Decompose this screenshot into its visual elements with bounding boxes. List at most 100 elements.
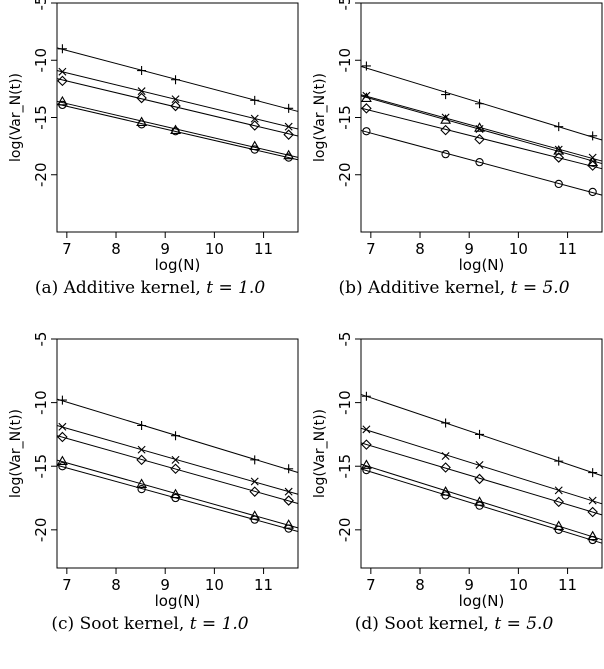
x-tick-label-c-10: 10 xyxy=(205,576,224,594)
series-line-b-plus xyxy=(360,65,603,141)
data-point-b-diamond-0 xyxy=(361,103,372,114)
data-point-c-diamond-2 xyxy=(170,463,181,475)
data-point-b-plus-4 xyxy=(588,131,598,141)
data-point-a-cross-2 xyxy=(171,95,180,104)
data-point-d-cross-1 xyxy=(441,452,450,461)
chart-plot-a: 7 8 9 10 11 -5 -10 -15 -20 log(N) log(Var_N(t)) xyxy=(8,0,299,274)
chart-panel-c: 7 8 9 10 11 -5 -10 -15 -20 log(N) log(Var_N(t)) (c… xyxy=(0,332,300,666)
data-point-a-plus-4 xyxy=(284,103,294,113)
y-axis-label-c: log(Var_N(t)) xyxy=(8,409,24,498)
data-point-d-diamond-4 xyxy=(587,506,598,518)
data-point-a-cross-4 xyxy=(284,122,293,131)
caption-text-b: (b) Additive kernel, xyxy=(338,278,506,298)
data-point-c-plus-2 xyxy=(171,431,181,441)
data-point-a-cross-1 xyxy=(137,87,146,96)
series-line-c-diamond xyxy=(56,435,299,504)
x-tick-label-a-11: 11 xyxy=(254,240,273,258)
y-tick-label-a-5: -5 xyxy=(32,0,50,10)
data-point-d-diamond-1 xyxy=(440,462,451,473)
plot-frame-a xyxy=(56,2,299,233)
caption-text-c: (c) Soot kernel, xyxy=(51,614,185,634)
series-line-b-circle xyxy=(360,129,603,196)
data-point-b-plus-0 xyxy=(361,61,371,71)
data-point-b-circle-3 xyxy=(554,179,563,189)
x-axis-label-a: log(N) xyxy=(155,256,201,274)
data-point-c-diamond-1 xyxy=(136,454,147,466)
caption-math-d: t = 5.0 xyxy=(494,614,554,634)
x-tick-label-a-8: 8 xyxy=(111,240,121,258)
y-tick-label-a-10: -10 xyxy=(32,48,50,73)
series-line-d-triangle xyxy=(360,463,603,541)
x-tick-label-c-9: 9 xyxy=(160,576,170,594)
caption-text-d: (d) Soot kernel, xyxy=(354,614,489,634)
data-point-b-triangle-1 xyxy=(440,114,452,124)
data-point-a-diamond-3 xyxy=(249,120,260,131)
data-point-b-diamond-3 xyxy=(553,152,564,163)
y-tick-label-c-15: -15 xyxy=(32,454,50,479)
chart-plot-c: 7 8 9 10 11 -5 -10 -15 -20 log(N) log(Var_N(t)) xyxy=(8,332,299,610)
data-point-a-cross-0 xyxy=(58,67,67,76)
data-point-c-diamond-3 xyxy=(249,486,260,497)
chart-plot-b: 7 8 9 10 11 -5 -10 -15 -20 log(N) log(Var_N(t)) xyxy=(312,0,603,274)
data-point-a-plus-3 xyxy=(250,95,260,105)
data-point-d-circle-1 xyxy=(441,491,450,500)
x-tick-label-a-10: 10 xyxy=(205,240,224,258)
data-point-a-diamond-4 xyxy=(283,129,294,140)
data-point-b-circle-1 xyxy=(441,149,450,159)
data-point-b-plus-2 xyxy=(475,99,485,109)
data-point-d-circle-3 xyxy=(554,525,563,534)
data-point-b-triangle-3 xyxy=(553,145,565,155)
data-point-a-cross-3 xyxy=(250,114,259,123)
data-point-d-plus-2 xyxy=(475,429,485,439)
data-point-d-circle-4 xyxy=(588,535,597,545)
data-point-d-diamond-3 xyxy=(553,496,564,508)
y-tick-label-d-15: -15 xyxy=(336,454,354,479)
data-point-b-triangle-0 xyxy=(360,92,372,102)
data-point-b-circle-0 xyxy=(362,127,371,136)
y-tick-label-a-15: -15 xyxy=(32,105,50,130)
y-tick-label-d-20: -20 xyxy=(336,518,354,543)
data-point-d-cross-4 xyxy=(588,496,597,505)
data-point-c-circle-0 xyxy=(58,462,67,471)
data-point-a-diamond-0 xyxy=(57,75,68,87)
x-tick-label-c-11: 11 xyxy=(254,576,273,594)
data-point-c-cross-0 xyxy=(58,422,67,431)
y-tick-label-a-20: -20 xyxy=(32,163,50,188)
chart-panel-d: 7 8 9 10 11 -5 -10 -15 -20 log(N) log(Var_N(t)) (d… xyxy=(304,332,604,666)
caption-math-c: t = 1.0 xyxy=(189,614,249,634)
data-point-d-cross-0 xyxy=(362,425,371,434)
data-point-c-circle-4 xyxy=(284,524,293,533)
data-point-a-circle-3 xyxy=(250,145,259,154)
data-point-c-cross-1 xyxy=(137,445,146,454)
y-tick-label-b-15: -15 xyxy=(336,105,354,130)
y-tick-label-b-20: -20 xyxy=(336,163,354,188)
data-point-c-triangle-0 xyxy=(56,455,68,466)
series-line-a-cross xyxy=(56,69,299,130)
data-point-b-triangle-4 xyxy=(587,156,599,167)
x-tick-label-d-9: 9 xyxy=(464,576,474,594)
chart-caption-a: (a) Additive kernel, t = 1.0 xyxy=(0,278,300,298)
y-tick-label-c-10: -10 xyxy=(32,390,50,415)
data-point-d-triangle-4 xyxy=(587,530,599,541)
data-point-c-plus-1 xyxy=(137,421,147,431)
data-point-b-diamond-2 xyxy=(474,133,485,145)
x-axis-label-b: log(N) xyxy=(459,256,505,274)
series-line-a-circle xyxy=(56,103,299,161)
data-point-d-circle-0 xyxy=(362,465,371,475)
x-tick-label-b-10: 10 xyxy=(509,240,528,258)
chart-plot-d: 7 8 9 10 11 -5 -10 -15 -20 log(N) log(Var_N(t)) xyxy=(312,332,603,610)
y-tick-label-b-10: -10 xyxy=(336,48,354,73)
y-tick-label-d-5: -5 xyxy=(336,332,354,347)
x-tick-label-c-7: 7 xyxy=(62,576,72,594)
data-point-c-circle-1 xyxy=(137,484,146,494)
data-point-a-diamond-1 xyxy=(136,92,147,104)
data-point-c-diamond-0 xyxy=(57,431,68,443)
data-point-a-triangle-2 xyxy=(170,124,181,135)
y-tick-label-d-10: -10 xyxy=(336,390,354,415)
data-point-d-triangle-0 xyxy=(360,459,372,469)
chart-panel-a: 7 8 9 10 11 -5 -10 -15 -20 log(N) log(Var_N(t)) (a… xyxy=(0,0,300,330)
data-point-a-circle-1 xyxy=(137,120,146,129)
y-axis-label-a: log(Var_N(t)) xyxy=(8,73,24,162)
x-tick-label-a-7: 7 xyxy=(62,240,72,258)
plot-frame-c xyxy=(56,338,299,569)
